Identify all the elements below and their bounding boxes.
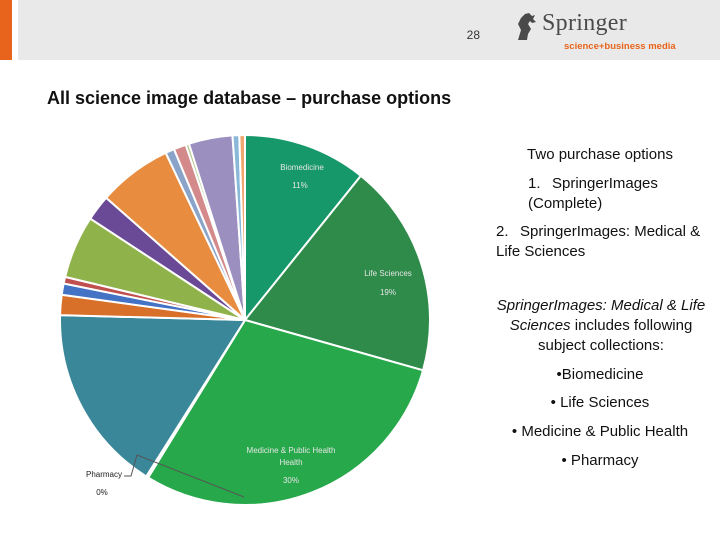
slice-value-medicine-public-health: 30% [283,476,299,485]
pie-labels: Biomedicine 11% Life Sciences 19% Medici… [86,163,412,497]
option-1-text: SpringerImages (Complete) [528,175,658,212]
slice-label-life-sciences: Life Sciences [364,269,412,278]
logo-tagline: science+business media [564,41,676,52]
collection-bullet-life-sciences: • Life Sciences [550,394,650,411]
slice-label-pharmacy: Pharmacy [86,470,122,479]
pie-slice-biomedicine [244,133,363,323]
collection-bullet-medicine: • Medicine & Public Health [511,423,689,440]
purchase-options-heading: Two purchase options [527,146,673,163]
slice-label-medicine-public-health: Medicine & Public Health [247,446,336,455]
slice-label-biomedicine: Biomedicine [280,163,324,172]
option-1: 1. SpringerImages (Complete) [528,174,718,214]
slice-label-medicine-public-health-line2: Health [279,458,302,467]
option-2: 2. SpringerImages: Medical & Life Science… [496,222,712,262]
pie-slice-other-4 [59,314,247,478]
pie-slice-life-sciences [243,174,431,372]
header-accent-bar [0,0,12,60]
option-1-number: 1. [528,175,541,192]
pie-slices [59,133,431,506]
slice-value-biomedicine: 11% [292,181,307,190]
collections-description: SpringerImages: Medical & Life Sciences … [494,296,708,356]
pie-chart: Biomedicine 11% Life Sciences 19% Medici… [0,120,480,540]
slice-value-pharmacy: 0% [96,488,108,497]
collections-description-rest: includes following subject collections: [538,317,693,354]
option-2-text: SpringerImages: Medical & Life Sciences [496,223,701,260]
pie-chart-svg: Biomedicine 11% Life Sciences 19% Medici… [59,133,431,506]
collection-bullet-biomedicine: •Biomedicine [556,366,644,383]
option-2-number: 2. [496,223,509,240]
collection-bullet-pharmacy: • Pharmacy [561,452,639,469]
logo-wordmark: Springer [542,10,628,36]
pie-slice-other-16 [238,133,246,321]
header-band [18,0,720,60]
pharmacy-leader-line [124,454,245,498]
springer-logo: Springer science+business media [512,8,682,56]
slide-title: All science image database – purchase op… [47,88,452,108]
slice-value-life-sciences: 19% [380,288,396,297]
horse-icon [518,13,536,40]
collections-description-italic: SpringerImages: Medical & Life Sciences [496,297,706,334]
page-number: 28 [466,28,480,42]
